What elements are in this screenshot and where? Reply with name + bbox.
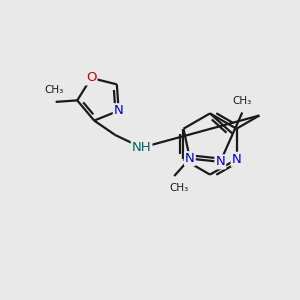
- Text: O: O: [86, 71, 97, 85]
- Text: CH₃: CH₃: [232, 96, 252, 106]
- Text: N: N: [114, 104, 124, 117]
- Text: NH: NH: [132, 141, 152, 154]
- Text: N: N: [232, 153, 242, 166]
- Text: CH₃: CH₃: [45, 85, 64, 95]
- Text: N: N: [215, 155, 225, 168]
- Text: CH₃: CH₃: [169, 183, 188, 193]
- Text: N: N: [185, 152, 195, 165]
